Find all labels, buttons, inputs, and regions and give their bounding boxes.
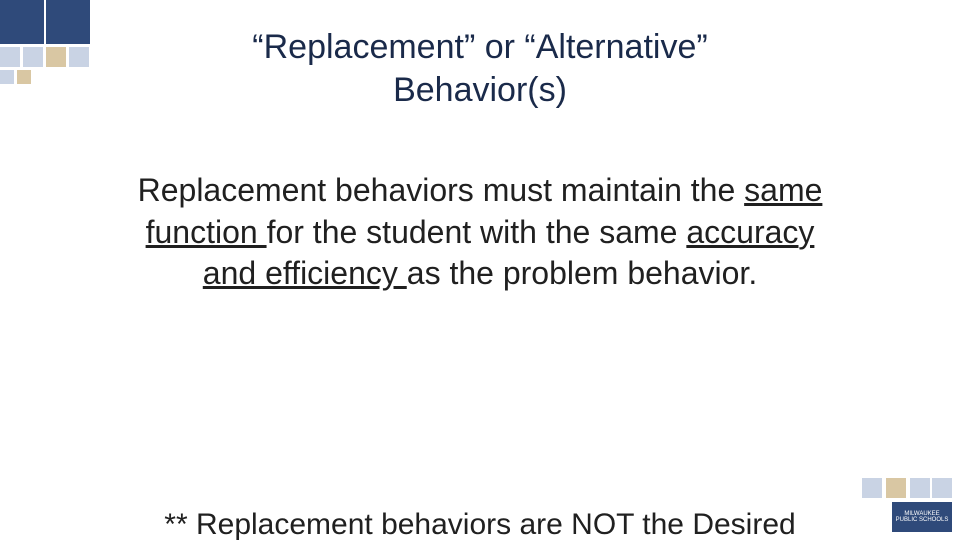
footnote-text: ** Replacement behaviors are NOT the Des… [164,508,795,540]
title-line-1: “Replacement” or “Alternative” [252,28,707,66]
body-block: Replacement behaviors must maintain the … [0,170,960,295]
body-paragraph: Replacement behaviors must maintain the … [120,170,840,295]
logo-text: MILWAUKEE PUBLIC SCHOOLS [894,511,950,524]
decor-square [910,478,930,498]
corner-bottom-right-decor: MILWAUKEE PUBLIC SCHOOLS [832,462,952,532]
body-seg: for the student with the same [267,214,687,250]
slide: “Replacement” or “Alternative” Behavior(… [0,0,960,540]
slide-title: “Replacement” or “Alternative” Behavior(… [0,26,960,111]
body-seg: Replacement behaviors must maintain the [138,172,745,208]
footnote-block: ** Replacement behaviors are NOT the Des… [0,508,960,540]
logo-badge: MILWAUKEE PUBLIC SCHOOLS [892,502,952,532]
title-block: “Replacement” or “Alternative” Behavior(… [0,26,960,111]
body-seg: as the problem behavior. [407,255,757,291]
decor-square [886,478,906,498]
title-line-2: Behavior(s) [393,71,567,109]
decor-square [932,478,952,498]
decor-square [862,478,882,498]
